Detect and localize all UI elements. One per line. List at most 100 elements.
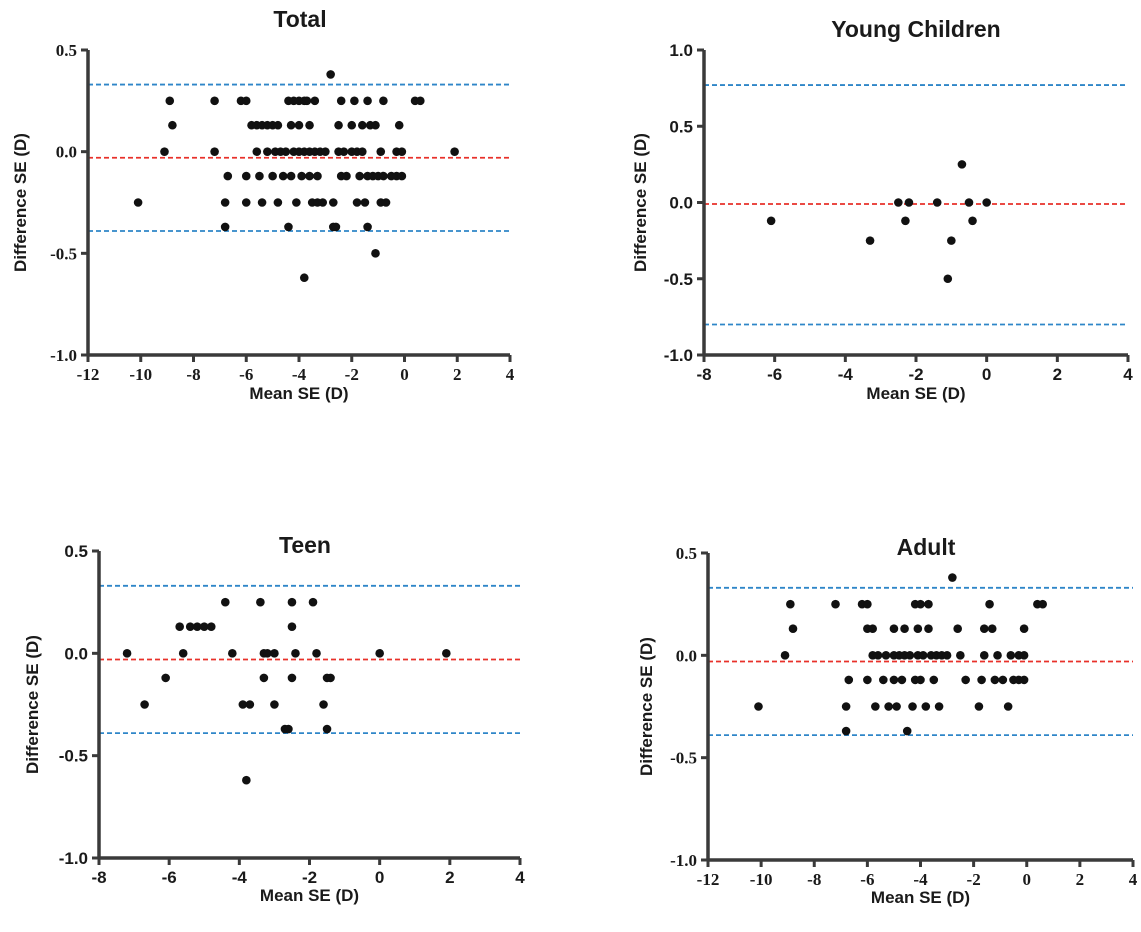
y-tick-label: 1.0 [669, 41, 693, 60]
data-point [998, 675, 1008, 685]
data-point [897, 675, 907, 685]
data-point [221, 597, 230, 607]
data-point [257, 198, 267, 207]
data-point [299, 273, 309, 283]
x-axis-label: Mean SE (D) [866, 384, 965, 403]
data-point [924, 599, 933, 609]
data-point [956, 651, 965, 660]
data-point [350, 96, 359, 106]
data-point [160, 147, 169, 156]
data-point [985, 599, 994, 609]
data-point [397, 147, 407, 156]
y-tick-label: 0.0 [56, 143, 77, 162]
data-point [255, 171, 264, 181]
data-point [881, 651, 891, 660]
data-point [987, 624, 997, 634]
data-point [379, 171, 388, 181]
y-tick-label: 0.0 [64, 644, 88, 663]
data-point [394, 120, 404, 130]
data-point [273, 120, 283, 130]
panel-teen: Teen -8 -6 -4 -2 0 2 4 -1.0 -0.5 0.0 0.5 Mean SE (D)… [23, 532, 525, 905]
data-point [932, 198, 942, 207]
data-point [310, 96, 320, 106]
data-point [312, 649, 321, 658]
data-point [245, 700, 255, 709]
x-tick-label: -2 [302, 868, 317, 887]
data-point [376, 147, 386, 156]
x-tick-label: -8 [186, 365, 200, 384]
data-point [766, 216, 776, 226]
y-tick-label: -1.0 [664, 346, 693, 365]
data-point [220, 198, 230, 207]
y-tick-label: 0.5 [56, 41, 77, 60]
data-point [916, 599, 925, 609]
x-tick-label: 2 [445, 868, 454, 887]
data-point [263, 649, 272, 658]
data-point [961, 675, 970, 685]
chart-title: Young Children [831, 16, 1001, 42]
y-tick-label: -0.5 [664, 270, 693, 289]
x-tick-label: -2 [345, 365, 359, 384]
data-point [786, 599, 795, 609]
data-point [363, 96, 372, 106]
x-tick-label: -2 [908, 365, 923, 384]
y-tick-label: -0.5 [50, 244, 77, 263]
data-point [901, 216, 910, 226]
data-point [929, 675, 939, 685]
data-point [957, 160, 967, 169]
x-tick-label: 4 [1123, 365, 1133, 384]
data-point [863, 675, 872, 685]
data-point [273, 198, 283, 207]
y-tick-label: 0.0 [669, 194, 693, 213]
x-tick-label: -2 [967, 870, 981, 889]
data-point [754, 702, 763, 711]
data-point [993, 651, 1002, 660]
data-point [371, 249, 380, 258]
data-point [122, 649, 132, 658]
data-point [318, 198, 328, 207]
data-point [286, 120, 296, 130]
data-point [352, 198, 362, 207]
data-point [943, 274, 953, 284]
data-point [161, 673, 170, 683]
data-point [979, 624, 989, 634]
data-point [841, 726, 851, 736]
data-point [326, 673, 335, 683]
x-tick-label: -4 [913, 870, 928, 889]
data-point [284, 222, 293, 232]
data-point [363, 222, 372, 232]
data-point [947, 236, 956, 245]
chart-title: Teen [279, 532, 331, 558]
data-point [256, 597, 265, 607]
data-point [442, 649, 451, 658]
data-point [238, 700, 248, 709]
data-point [979, 651, 989, 660]
data-point [977, 675, 986, 685]
x-tick-label: -8 [807, 870, 821, 889]
data-point [871, 702, 880, 711]
data-point [381, 198, 391, 207]
data-point [918, 651, 928, 660]
data-point [1006, 651, 1016, 660]
x-tick-label: -12 [77, 365, 100, 384]
data-point [894, 198, 903, 207]
data-point [831, 599, 840, 609]
data-point [347, 120, 357, 130]
data-point [308, 597, 318, 607]
data-point [284, 724, 293, 734]
data-point [294, 120, 304, 130]
data-point [185, 622, 195, 632]
panel-total: Total -12 -10 -8 -6 -4 -2 0 2 4 -1.0 -0.5 0.0 0.5 Mean… [11, 6, 515, 403]
data-point [1019, 624, 1029, 634]
data-point [905, 651, 915, 660]
x-tick-label: 0 [1023, 870, 1032, 889]
data-point [331, 222, 341, 232]
data-point [968, 216, 977, 226]
data-point [360, 198, 370, 207]
data-point [879, 675, 888, 685]
y-tick-label: 0.5 [676, 544, 697, 563]
data-point [287, 597, 297, 607]
data-point [924, 624, 933, 634]
data-point [934, 702, 944, 711]
data-point [287, 673, 297, 683]
